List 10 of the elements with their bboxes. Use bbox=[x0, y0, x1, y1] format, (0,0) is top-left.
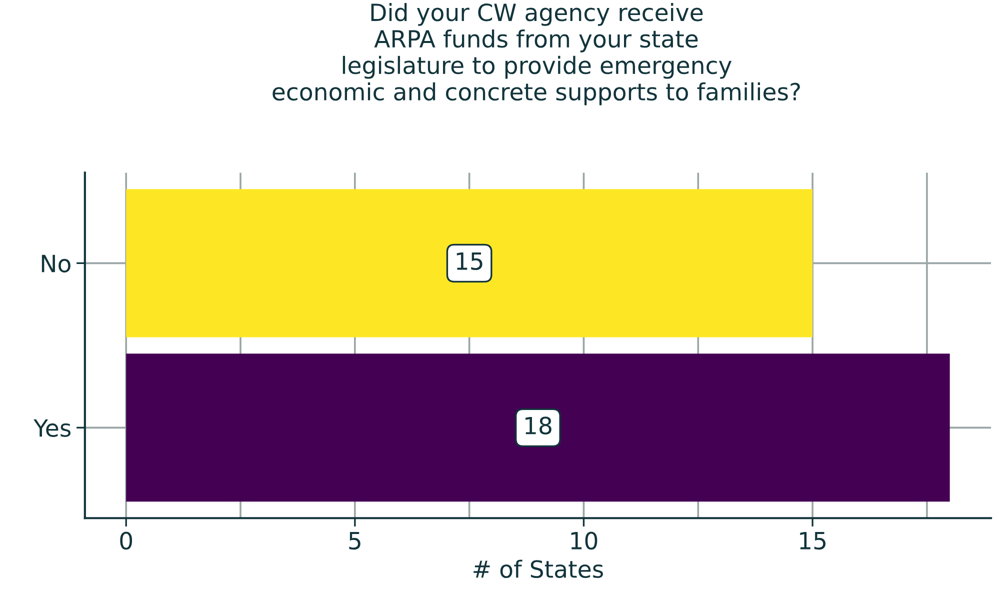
x-tick-label: 15 bbox=[800, 532, 826, 550]
y-tick-label: No bbox=[42, 254, 70, 272]
data-label: 15 bbox=[456, 252, 482, 270]
x-tick-label: 10 bbox=[571, 532, 598, 550]
x-axis-title: # of States bbox=[474, 560, 603, 578]
y-tick-label: Yes bbox=[34, 419, 71, 437]
chart-title: Did your CW agency receive ARPA funds from your state legislature to provide emergency economic and concrete supports to families? bbox=[272, 3, 800, 106]
x-tick-label: 0 bbox=[120, 532, 132, 550]
x-tick-label: 5 bbox=[349, 532, 360, 550]
data-label: 18 bbox=[526, 416, 552, 435]
